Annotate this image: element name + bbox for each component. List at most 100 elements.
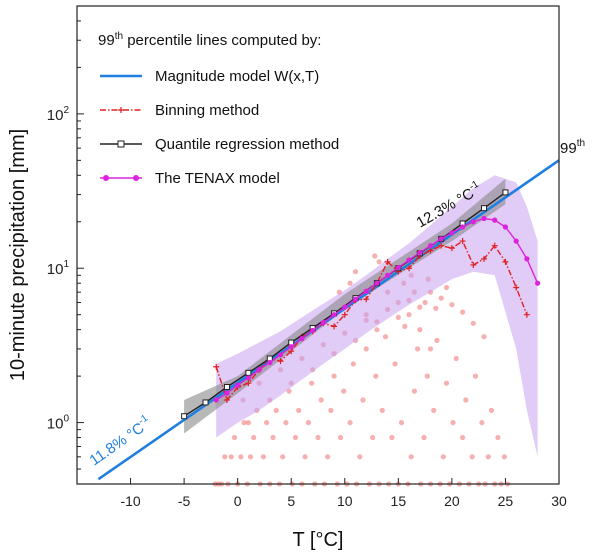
legend-entry: Magnitude model W(x,T) [100,68,319,85]
y-tick-label: 102 [47,105,70,124]
scatter-point [373,373,379,379]
tenax-marker [352,296,359,302]
scatter-point [440,454,446,460]
binning-marker [223,397,230,404]
scatter-point [347,420,353,426]
x-tick-label: 0 [234,493,242,509]
legend-swatch-marker [103,175,109,181]
x-tick-label: -10 [120,493,140,509]
scatter-point [434,337,440,344]
binning-marker [213,363,220,370]
tenax-marker [535,280,541,286]
scatter-point [431,407,437,413]
tenax-marker [245,375,251,381]
binning-marker [384,258,391,265]
x-tick-label: 5 [287,493,295,509]
scatter-point [488,407,495,413]
scatter-point [260,454,266,460]
y-tick-label-base: 10 [47,107,64,124]
scatter-point [374,327,380,333]
binning-marker [491,242,498,249]
tenax-marker [502,224,508,230]
scatter-point [408,454,414,460]
scatter-point [460,434,466,441]
tenax-marker [395,265,401,271]
scatter-point [363,346,369,352]
y-tick-label-base: 10 [47,416,64,433]
scatter-point [251,434,257,441]
tenax-marker [342,304,348,310]
legend-entry: The TENAX model [100,170,280,187]
quantile-marker [202,399,209,406]
scatter-point [352,269,359,275]
slope-low-annotation: 11.8% °C-1 [85,413,155,470]
tenax-marker [481,215,487,222]
scatter-point [395,314,401,320]
scatter-point [302,454,308,460]
tenax-marker [235,382,241,388]
legend-title-part: percentile lines computed by: [123,32,321,49]
tenax-marker [438,236,444,242]
scatter-point [443,284,450,291]
legend-swatch-marker [118,107,124,113]
scatter-point [470,320,476,326]
scatter-point [472,373,479,379]
plot-frame [76,5,560,485]
binning-marker [406,265,413,272]
scatter-point [398,420,405,426]
scatter-point [495,434,501,441]
scatter-point [372,253,378,259]
legend-label: Binning method [155,102,259,119]
scatter-point [376,259,382,265]
scatter-point [280,454,286,460]
scatter-point [501,454,507,460]
scatter-point [485,454,491,460]
scatter-point [460,309,466,315]
scatter-point [417,327,423,333]
scatter-point [389,434,395,441]
scatter-point [245,420,251,426]
tenax-marker [460,224,466,230]
scatter-point [228,454,234,460]
percentile-annotation: 99th [560,138,585,157]
tenax-marker [427,243,434,249]
legend: 99th percentile lines computed by: Magnit… [98,31,339,187]
binning-marker [523,311,530,318]
scatter-point [264,420,270,426]
scatter-point [347,280,353,286]
scatter-point [392,361,398,367]
tenax-marker [310,327,316,334]
legend-title-part: th [115,31,123,42]
scatter-point [350,361,356,367]
scatter-point [241,420,247,426]
tenax-marker [288,344,294,350]
y-tick-label-exp: 2 [63,105,69,116]
quantile-marker [481,205,488,212]
series-lines [97,159,560,481]
scatter-point [283,420,289,426]
scatter-point [318,397,324,403]
legend-title: 99th percentile lines computed by: [98,31,321,49]
tenax-marker [470,219,476,225]
binning-marker [470,261,477,268]
scatter-point [424,373,430,379]
tenax-marker [363,288,369,294]
tenax-marker [492,217,498,223]
quantile-marker [245,369,252,376]
scatter-point [449,302,455,308]
scatter-point [305,420,311,426]
tenax-marker [299,336,305,342]
legend-label: Magnitude model W(x,T) [155,68,319,85]
tenax-marker [513,238,519,244]
scatter-point [469,454,475,460]
scatter-point [406,312,412,318]
scatter-point [315,434,321,441]
scatter-point [331,373,337,379]
scatter-point [453,355,459,362]
scatter-point [296,407,302,413]
y-tick-label-base: 10 [47,261,64,278]
binning-marker [331,323,338,330]
scatter-point [479,420,485,426]
